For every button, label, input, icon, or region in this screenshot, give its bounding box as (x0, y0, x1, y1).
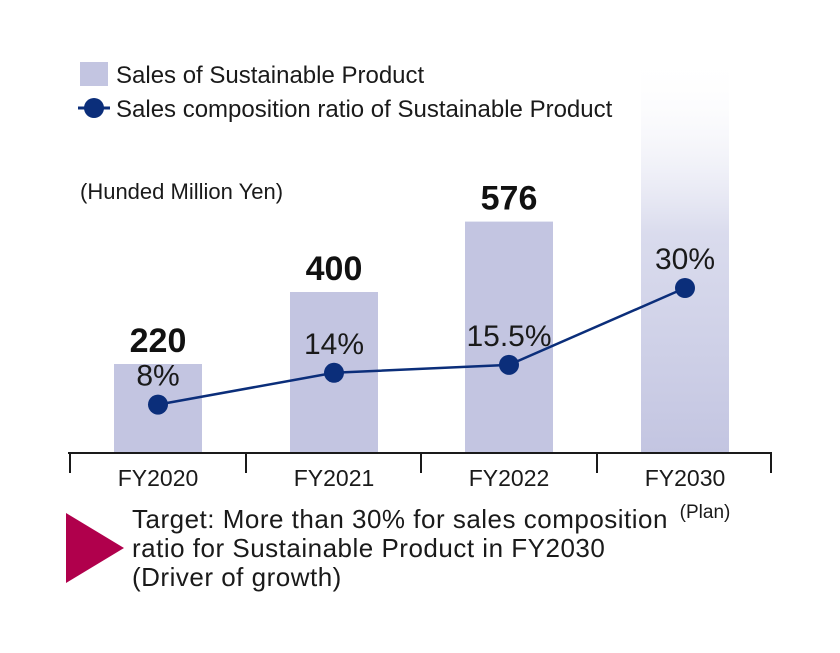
legend-bar-label: Sales of Sustainable Product (116, 62, 425, 89)
tick-label-fy2030: FY2030 (645, 465, 726, 491)
legend-line-marker (84, 98, 104, 118)
ratio-label-fy2021: 14% (304, 328, 364, 361)
ratio-label-fy2030: 30% (655, 243, 715, 276)
legend-bar-swatch (80, 62, 108, 86)
ratio-point-fy2022 (499, 354, 519, 375)
ratio-line-group (148, 278, 695, 415)
bars-group (114, 55, 729, 452)
ratio-line (157, 286, 686, 406)
tick-label-fy2022: FY2022 (469, 465, 550, 491)
ratio-point-fy2021 (324, 362, 344, 383)
legend-line-label: Sales composition ratio of Sustainable P… (116, 96, 613, 123)
target-arrow-icon (66, 513, 124, 583)
ratio-point-fy2020 (148, 394, 168, 415)
tick-note-fy2030: (Plan) (680, 502, 731, 523)
ratio-label-fy2022: 15.5% (466, 320, 551, 353)
unit-label: (Hunded Million Yen) (80, 179, 283, 204)
bar-value-label-fy2022: 576 (481, 180, 538, 218)
tick-label-fy2021: FY2021 (294, 465, 375, 491)
bar-fy2022 (465, 221, 553, 452)
bar-fy2030-plan (641, 55, 729, 452)
ratio-label-fy2020: 8% (136, 360, 179, 393)
ratio-point-fy2030 (675, 278, 695, 298)
labels-group: 220 400 576 8% 14% 15.5% 30% (130, 180, 715, 393)
x-axis: FY2020 FY2021 FY2022 FY2030 (Plan) (68, 452, 772, 523)
target-note: Target: More than 30% for sales composit… (132, 504, 668, 592)
bar-value-label-fy2020: 220 (130, 322, 187, 360)
legend: Sales of Sustainable Product Sales compo… (78, 62, 613, 123)
bar-value-label-fy2021: 400 (306, 250, 363, 288)
tick-label-fy2020: FY2020 (118, 465, 199, 491)
